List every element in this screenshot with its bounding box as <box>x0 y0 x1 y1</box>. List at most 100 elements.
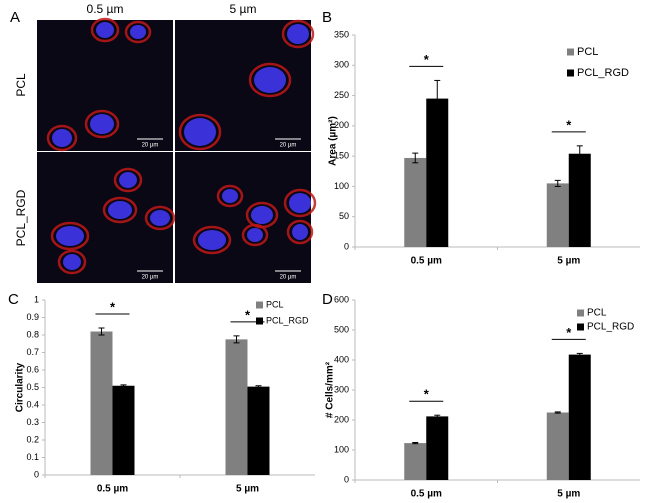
column-label: 0.5 µm <box>87 2 124 16</box>
y-tick-label: 150 <box>334 151 349 161</box>
scale-bar-label: 20 µm <box>142 275 159 281</box>
y-tick-label: 0.2 <box>26 434 39 444</box>
x-tick-label: 5 µm <box>557 489 580 500</box>
legend-label: PCL <box>577 46 598 58</box>
legend-swatch <box>577 323 584 331</box>
legend-swatch <box>567 69 574 77</box>
y-tick-label: 300 <box>334 384 349 394</box>
cell-nucleus <box>251 206 273 224</box>
significance-mark: * <box>424 387 430 402</box>
bar <box>546 412 569 480</box>
bar <box>426 416 449 480</box>
micrograph <box>175 152 311 283</box>
x-tick-label: 5 µm <box>236 484 259 495</box>
y-axis-label: Area (µm²) <box>328 116 339 166</box>
column-label: 5 µm <box>230 2 257 16</box>
cell-body <box>283 188 317 218</box>
cell-body <box>90 17 120 43</box>
legend-swatch <box>577 309 584 317</box>
y-tick-label: 250 <box>334 90 349 100</box>
y-tick-label: 1 <box>34 294 39 304</box>
cell-body <box>57 249 87 275</box>
legend-swatch <box>567 48 574 56</box>
cell-nucleus <box>287 24 309 44</box>
panel-letter: A <box>10 9 20 26</box>
scale-bar-label: 20 µm <box>280 275 297 281</box>
bar <box>426 98 449 247</box>
bar <box>568 354 591 480</box>
y-tick-label: 0.1 <box>26 452 39 462</box>
y-tick-label: 600 <box>334 294 349 304</box>
y-tick-label: 0.7 <box>26 347 39 357</box>
y-axis-label: # Cells/mm² <box>325 361 336 418</box>
bar <box>247 386 270 475</box>
cell-body <box>113 167 143 193</box>
legend-label: PCL_RGD <box>266 315 309 325</box>
row-label: PCL <box>14 73 28 97</box>
x-tick-label: 5 µm <box>557 256 580 267</box>
y-tick-label: 0 <box>344 474 349 484</box>
significance-mark: * <box>424 52 430 67</box>
cell-body <box>102 196 138 224</box>
y-tick-label: 50 <box>339 211 349 221</box>
cell-nucleus <box>108 201 132 219</box>
y-tick-label: 0.3 <box>26 417 39 427</box>
y-tick-label: 0.8 <box>26 329 39 339</box>
cell-nucleus <box>52 129 72 147</box>
cell-nucleus <box>289 193 311 213</box>
y-tick-label: 500 <box>334 324 349 334</box>
cell-nucleus <box>119 172 137 188</box>
cell-body <box>46 124 78 152</box>
y-tick-label: 200 <box>334 120 349 130</box>
legend-label: PCL_RGD <box>577 67 629 79</box>
y-tick-label: 100 <box>334 181 349 191</box>
cell-body <box>50 221 90 251</box>
y-tick-label: 100 <box>334 444 349 454</box>
y-tick-label: 400 <box>334 354 349 364</box>
y-tick-label: 0.6 <box>26 364 39 374</box>
significance-mark: * <box>566 325 572 340</box>
bar <box>568 153 591 247</box>
y-tick-label: 0 <box>344 241 349 251</box>
cell-nucleus <box>247 228 263 242</box>
cell-body <box>241 223 269 247</box>
y-tick-label: 0.4 <box>26 399 39 409</box>
y-tick-label: 0.5 <box>26 382 39 392</box>
panel-letter: B <box>322 9 332 26</box>
cell-body <box>281 19 315 49</box>
bar <box>546 183 569 247</box>
cell-nucleus <box>130 25 146 39</box>
significance-mark: * <box>110 299 116 314</box>
scale-bar-label: 20 µm <box>280 143 297 149</box>
cell-body <box>286 219 314 245</box>
cell-body <box>178 113 222 151</box>
x-tick-label: 0.5 µm <box>411 256 442 267</box>
row-label: PCL_RGD <box>14 189 28 246</box>
y-axis-label: Circularity <box>15 362 26 412</box>
y-tick-label: 0.9 <box>26 312 39 322</box>
cell-nucleus <box>63 254 81 270</box>
scale-bar-label: 20 µm <box>142 143 159 149</box>
y-tick-label: 350 <box>334 29 349 39</box>
x-tick-label: 0.5 µm <box>411 489 442 500</box>
cell-body <box>124 20 152 44</box>
bar <box>112 385 135 475</box>
cell-body <box>192 225 232 255</box>
x-tick-label: 0.5 µm <box>97 484 128 495</box>
bar <box>404 157 427 247</box>
legend-label: PCL <box>587 308 607 319</box>
y-tick-label: 200 <box>334 414 349 424</box>
bar <box>404 443 427 480</box>
cell-nucleus <box>292 224 308 240</box>
cell-nucleus <box>150 210 170 226</box>
cell-nucleus <box>184 118 216 146</box>
legend-swatch <box>256 301 263 309</box>
cell-body <box>84 109 120 139</box>
y-tick-label: 0 <box>34 469 39 479</box>
significance-mark: * <box>245 307 251 322</box>
cell-nucleus <box>56 226 84 246</box>
cell-nucleus <box>254 67 286 93</box>
cell-body <box>216 184 244 208</box>
legend-label: PCL <box>266 299 284 309</box>
